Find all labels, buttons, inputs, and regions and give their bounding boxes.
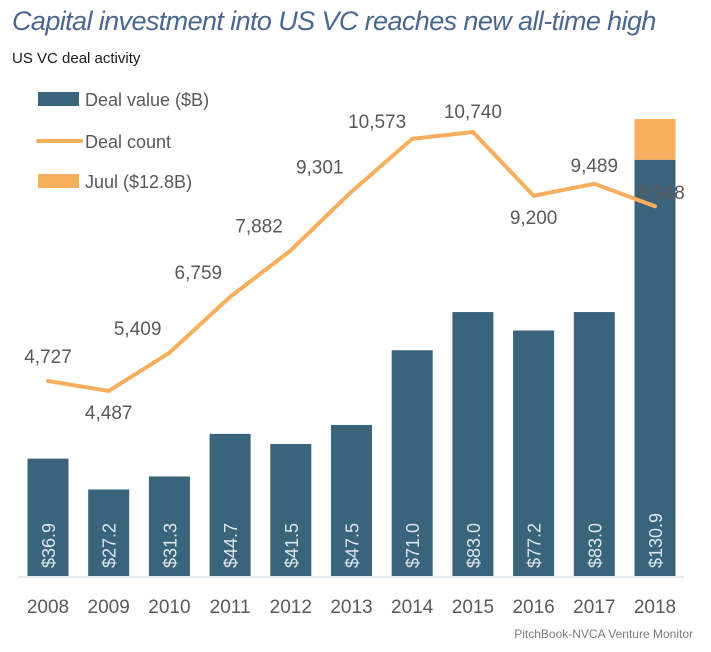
legend-swatch-deal-value <box>38 92 79 106</box>
legend: Deal value ($B) Deal count Juul ($12.8B) <box>36 90 209 192</box>
chart-subtitle: US VC deal activity <box>12 50 141 67</box>
bar-labels: $36.9 $27.2 $31.3 $44.7 $41.5 $47.5 $71.0 $83.0… <box>39 513 666 568</box>
bar-deal-value-2012 <box>270 444 312 576</box>
bar-deal-value-2009 <box>88 489 130 576</box>
bar-value-label-2010: $31.3 <box>160 523 180 568</box>
bar-value-label-2018: $130.9 <box>646 513 666 568</box>
bars-group <box>27 159 676 576</box>
deal-count-labels: 4,727 4,487 5,409 6,759 7,882 9,301 10,573 10,7… <box>24 102 685 424</box>
deal-count-label-2015: 10,740 <box>444 102 502 123</box>
bar-deal-value-2013 <box>331 424 372 576</box>
x-tick-label-2017: 2017 <box>573 597 615 618</box>
deal-count-label-2010: 5,409 <box>114 319 162 340</box>
deal-count-label-2012: 7,882 <box>235 216 283 237</box>
deal-count-label-2008: 4,727 <box>24 347 72 368</box>
bar-deal-value-2017 <box>573 312 615 576</box>
x-tick-label-2012: 2012 <box>270 597 312 618</box>
bar-deal-value-2014 <box>391 350 433 576</box>
bar-value-label-2014: $71.0 <box>403 523 423 568</box>
bar-deal-value-2018 <box>634 159 676 576</box>
bar-value-label-2008: $36.9 <box>39 523 59 568</box>
bar-deal-value-2011 <box>209 433 251 576</box>
chart-title: Capital investment into US VC reaches ne… <box>12 6 656 36</box>
bar-deal-value-2008 <box>27 458 69 576</box>
legend-swatch-juul <box>38 174 79 188</box>
bar-deal-value-2016 <box>513 330 555 576</box>
x-tick-label-2016: 2016 <box>512 597 554 618</box>
line-deal-count <box>46 130 657 393</box>
deal-count-label-2018: 8,948 <box>637 183 685 204</box>
bar-value-label-2011: $44.7 <box>221 523 241 568</box>
deal-count-group <box>46 130 657 393</box>
bar-value-label-2009: $27.2 <box>100 523 120 568</box>
x-tick-label-2013: 2013 <box>330 597 372 618</box>
x-tick-label-2018: 2018 <box>634 597 676 618</box>
deal-count-label-2016: 9,200 <box>510 208 558 229</box>
x-axis-labels: 2008 2009 2010 2011 2012 2013 2014 2015 2016 2017… <box>27 597 676 618</box>
x-tick-label-2011: 2011 <box>210 597 251 618</box>
x-tick-label-2015: 2015 <box>452 597 494 618</box>
juul-group <box>634 119 676 160</box>
bar-deal-value-2010 <box>148 476 190 576</box>
source-note: PitchBook-NVCA Venture Monitor <box>514 627 693 641</box>
bar-value-label-2013: $47.5 <box>343 523 363 568</box>
legend-label-deal-value: Deal value ($B) <box>85 90 209 110</box>
x-tick-label-2009: 2009 <box>88 597 130 618</box>
bar-juul-2018 <box>634 119 676 160</box>
x-tick-label-2010: 2010 <box>148 597 190 618</box>
legend-label-juul: Juul ($12.8B) <box>85 172 192 192</box>
bar-value-label-2017: $83.0 <box>585 523 605 568</box>
deal-count-label-2013: 9,301 <box>296 158 344 179</box>
x-tick-label-2014: 2014 <box>391 597 434 618</box>
deal-count-label-2009: 4,487 <box>85 403 133 424</box>
bar-value-label-2015: $83.0 <box>464 523 484 568</box>
legend-label-deal-count: Deal count <box>85 132 171 152</box>
x-tick-label-2008: 2008 <box>27 597 69 618</box>
bar-deal-value-2015 <box>452 312 494 576</box>
bar-value-label-2016: $77.2 <box>525 523 545 568</box>
deal-count-label-2017: 9,489 <box>571 156 619 177</box>
deal-count-label-2011: 6,759 <box>175 263 223 284</box>
bar-value-label-2012: $41.5 <box>282 523 302 568</box>
deal-count-label-2014: 10,573 <box>348 112 406 133</box>
